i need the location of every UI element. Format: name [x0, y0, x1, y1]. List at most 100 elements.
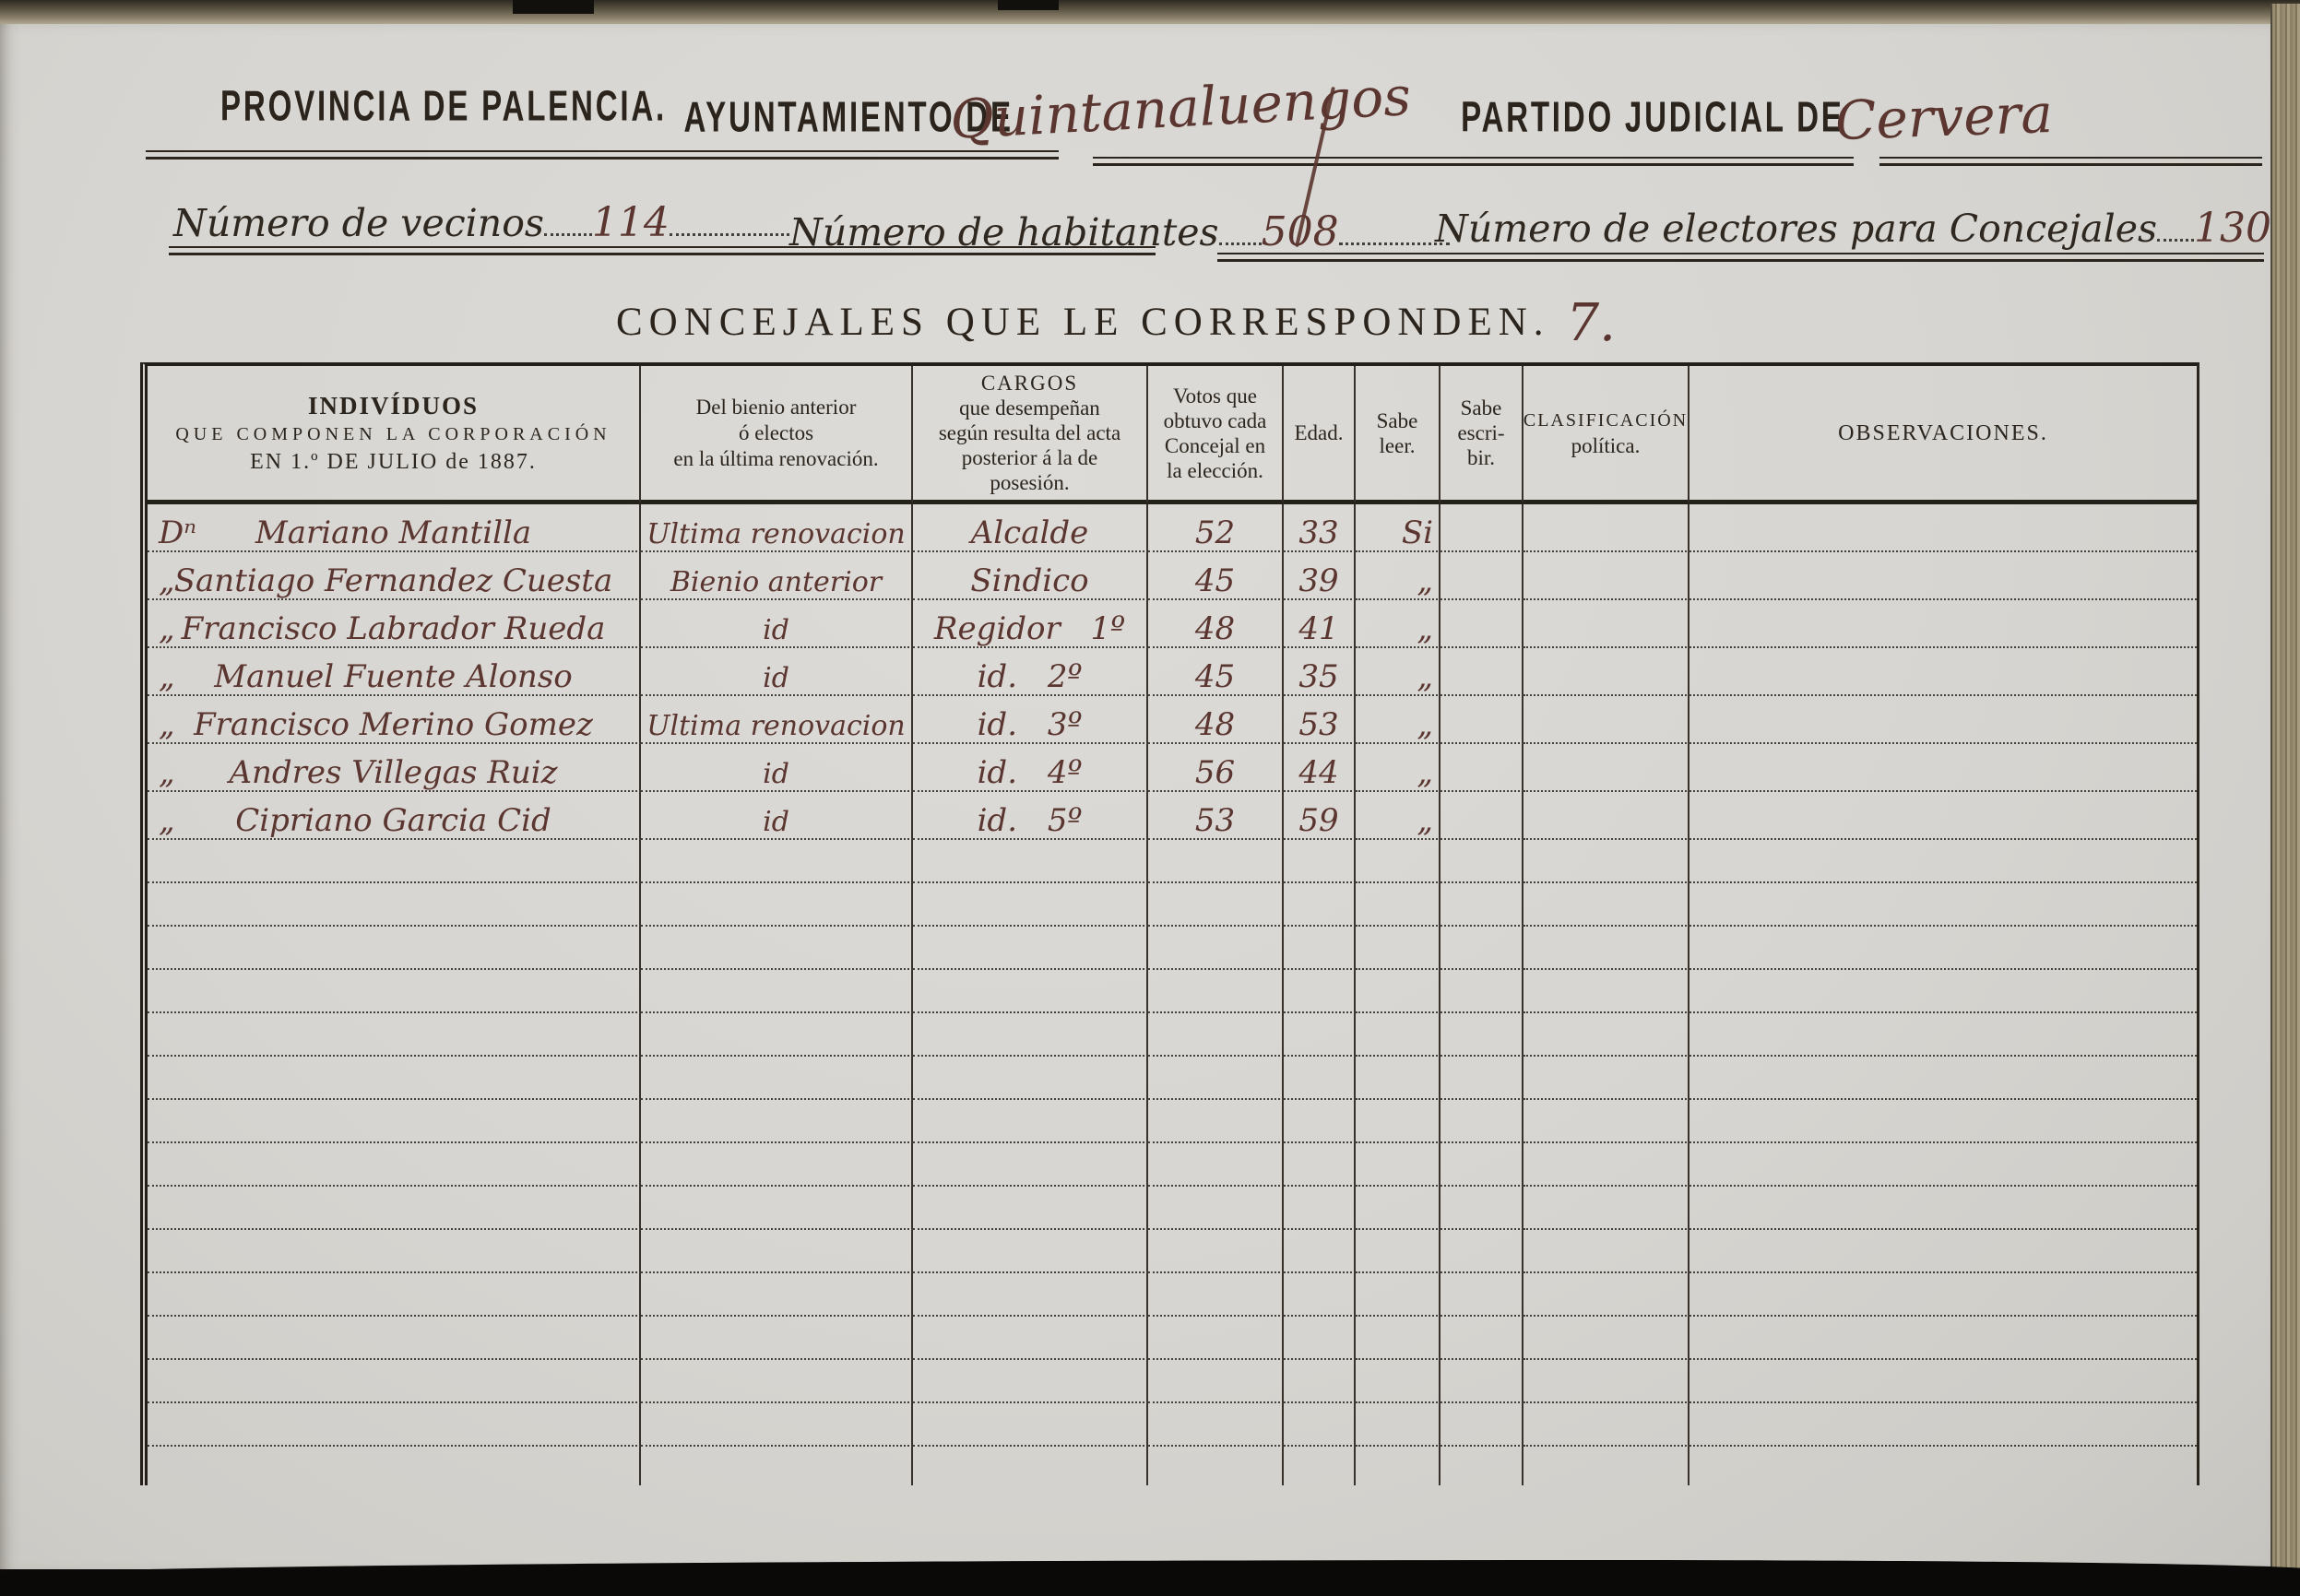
title-handwritten-number: 7. — [1566, 293, 1616, 353]
cell-empty — [1689, 1057, 2197, 1100]
table-row-empty — [148, 1317, 2197, 1360]
cell-empty — [1356, 1230, 1440, 1273]
vecinos-label: Número de vecinos — [173, 201, 544, 245]
cell-empty — [1284, 970, 1356, 1013]
cell-empty — [1356, 1187, 1440, 1230]
cell-empty — [1284, 1230, 1356, 1273]
page-title: CONCEJALES QUE LE CORRESPONDEN. — [616, 301, 1550, 344]
cell-clasificacion — [1523, 648, 1689, 696]
cell-empty — [1356, 1360, 1440, 1403]
cell-empty — [1440, 970, 1523, 1013]
cell-empty — [148, 1403, 641, 1447]
cell-individuo: „ Francisco Merino Gomez — [148, 696, 641, 744]
cell-empty — [148, 1143, 641, 1187]
cell-empty — [148, 1360, 641, 1403]
cell-empty — [1523, 1360, 1689, 1403]
cell-empty — [148, 1013, 641, 1057]
cell-empty — [148, 970, 641, 1013]
dotted-leader — [543, 219, 592, 236]
cell-clasificacion — [1523, 600, 1689, 648]
cell-edad: 35 — [1284, 648, 1356, 696]
cell-empty — [1284, 1100, 1356, 1143]
rule-municipality — [1093, 157, 1854, 166]
cell-edad: 33 — [1284, 504, 1356, 552]
cell-empty — [1284, 1447, 1356, 1485]
cell-empty — [1440, 840, 1523, 883]
cell-empty — [1440, 1360, 1523, 1403]
cell-empty — [1523, 1187, 1689, 1230]
cell-empty — [1148, 1360, 1284, 1403]
table-row-empty — [148, 1360, 2197, 1403]
col-header-votos: Votos que obtuvo cada Concejal en la ele… — [1148, 366, 1284, 504]
cell-sabe-escribir — [1440, 696, 1523, 744]
cell-empty — [1523, 1273, 1689, 1317]
cell-empty — [1148, 1230, 1284, 1273]
col-header-clasificacion: CLASIFICACIÓN política. — [1523, 366, 1689, 504]
cell-empty — [913, 1403, 1148, 1447]
cell-empty — [1356, 1447, 1440, 1485]
cell-empty — [1440, 1187, 1523, 1230]
cell-empty — [1440, 927, 1523, 970]
cell-empty — [1523, 1447, 1689, 1485]
cell-empty — [641, 1403, 913, 1447]
name-value: Andres Villegas Ruiz — [229, 754, 558, 791]
cell-clasificacion — [1523, 696, 1689, 744]
cell-empty — [1440, 1143, 1523, 1187]
name-value: Manuel Fuente Alonso — [214, 658, 573, 695]
cell-sabe-escribir — [1440, 504, 1523, 552]
name-value: Francisco Merino Gomez — [194, 706, 593, 743]
top-edge-mark — [513, 0, 594, 14]
cell-empty — [1356, 1013, 1440, 1057]
cell-cargo: id. 3º — [913, 696, 1148, 744]
cell-observaciones — [1689, 648, 2197, 696]
cell-empty — [1284, 1273, 1356, 1317]
cell-empty — [1689, 1187, 2197, 1230]
cell-empty — [1689, 1317, 2197, 1360]
cell-bienio: id — [641, 600, 913, 648]
cell-empty — [641, 1143, 913, 1187]
cell-bienio: id — [641, 792, 913, 840]
cell-empty — [1440, 1447, 1523, 1485]
cell-empty — [1689, 927, 2197, 970]
cell-empty — [1284, 1143, 1356, 1187]
cell-empty — [1440, 1013, 1523, 1057]
title-row: CONCEJALES QUE LE CORRESPONDEN. 7. — [0, 293, 2232, 353]
table-row-empty — [148, 1013, 2197, 1057]
name-value: Santiago Fernandez Cuesta — [173, 562, 613, 599]
cell-individuo: „ Andres Villegas Ruiz — [148, 744, 641, 792]
cell-empty — [641, 840, 913, 883]
cell-sabe-leer: „ — [1356, 600, 1440, 648]
cell-clasificacion — [1523, 552, 1689, 600]
cell-empty — [1148, 1100, 1284, 1143]
rule-district — [1879, 157, 2262, 166]
cell-votos: 48 — [1148, 600, 1284, 648]
cell-cargo: id. 4º — [913, 744, 1148, 792]
table-row: „ Francisco Labrador Rueda id Regidor 1º … — [148, 600, 2197, 648]
cell-empty — [1523, 970, 1689, 1013]
cell-empty — [1148, 1403, 1284, 1447]
cell-empty — [148, 1447, 641, 1485]
cell-empty — [1284, 1057, 1356, 1100]
cell-empty — [1523, 1403, 1689, 1447]
rule-province — [146, 150, 1059, 160]
cell-cargo: id. 2º — [913, 648, 1148, 696]
electores-label: Número de electores para Concejales — [1435, 207, 2158, 251]
cell-sabe-leer: „ — [1356, 792, 1440, 840]
cell-observaciones — [1689, 552, 2197, 600]
cell-votos: 56 — [1148, 744, 1284, 792]
name-prefix: „ — [159, 754, 175, 791]
electores-value: 130 — [2194, 205, 2271, 252]
cell-edad: 44 — [1284, 744, 1356, 792]
name-prefix: „ — [159, 658, 175, 695]
cell-votos: 48 — [1148, 696, 1284, 744]
dotted-leader — [2157, 224, 2195, 242]
cell-empty — [1356, 970, 1440, 1013]
cell-empty — [1284, 1360, 1356, 1403]
table-row: „ Santiago Fernandez Cuesta Bienio anteri… — [148, 552, 2197, 600]
col-header-edad: Edad. — [1284, 366, 1356, 504]
cell-empty — [1148, 1317, 1284, 1360]
cell-empty — [641, 1317, 913, 1360]
table-row-empty — [148, 1447, 2197, 1485]
cell-empty — [1284, 840, 1356, 883]
cell-empty — [1523, 1013, 1689, 1057]
